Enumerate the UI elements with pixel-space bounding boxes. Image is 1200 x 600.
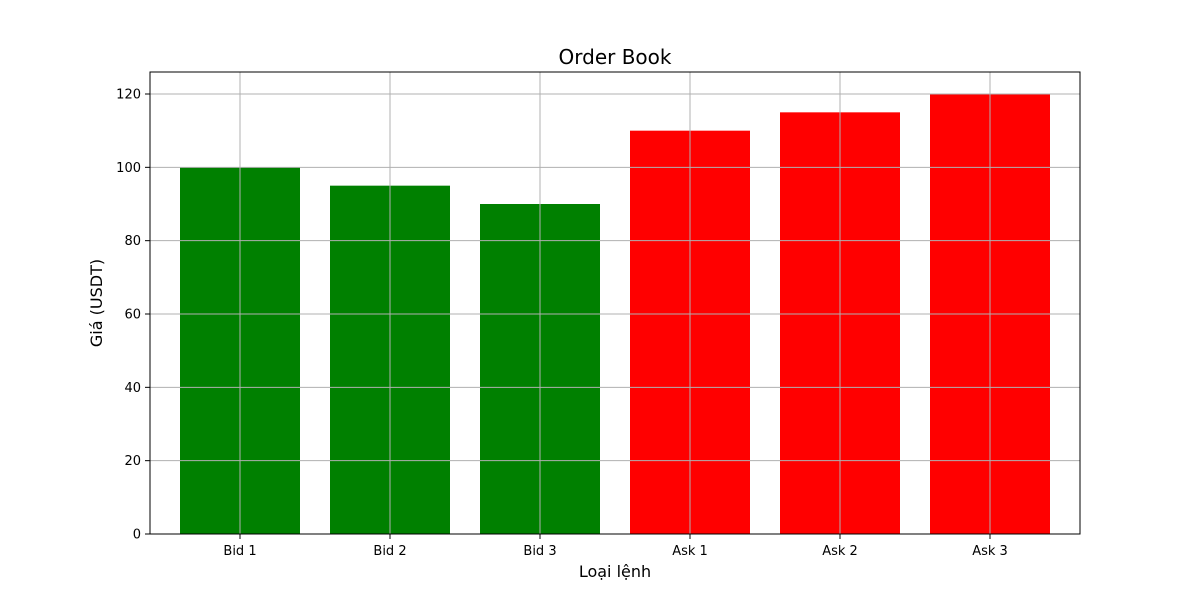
y-tick-label: 20 bbox=[124, 454, 141, 469]
x-tick-label: Ask 1 bbox=[672, 544, 708, 559]
y-tick-label: 40 bbox=[124, 381, 141, 396]
y-tick-label: 100 bbox=[116, 161, 141, 176]
y-tick-label: 80 bbox=[124, 234, 141, 249]
plot-frame bbox=[149, 71, 1081, 535]
x-axis-label: Loại lệnh bbox=[579, 562, 651, 581]
y-tick-label: 60 bbox=[124, 308, 141, 323]
y-axis-label: Giá (USDT) bbox=[87, 259, 106, 347]
axis-ticks: Bid 1 Bid 2 Bid 3 Ask 1 Ask 2 Ask 3 0 20 40 60 80 1… bbox=[116, 88, 1008, 560]
x-tick-label: Bid 2 bbox=[373, 544, 406, 559]
y-tick-label: 0 bbox=[133, 528, 141, 543]
x-tick-label: Bid 3 bbox=[523, 544, 556, 559]
x-tick-label: Ask 2 bbox=[822, 544, 858, 559]
y-tick-label: 120 bbox=[116, 88, 141, 103]
x-tick-label: Ask 3 bbox=[972, 544, 1008, 559]
chart-title: Order Book bbox=[559, 45, 672, 69]
x-tick-label: Bid 1 bbox=[223, 544, 256, 559]
